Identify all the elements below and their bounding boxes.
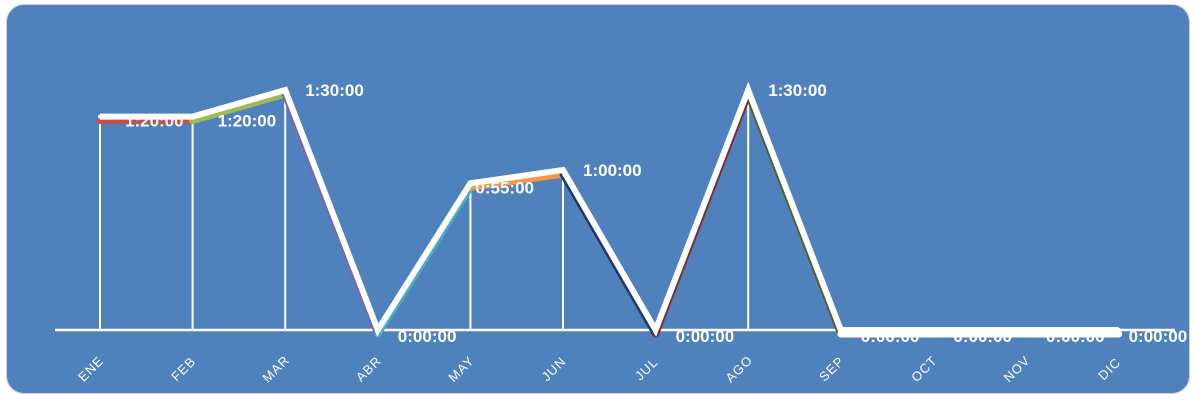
data-label-nov: 0:00:00: [1046, 327, 1105, 346]
x-tick-label-ene: ENE: [75, 353, 107, 385]
data-point-jun: [561, 168, 565, 172]
series-segment-may: [466, 170, 567, 191]
x-tick-label-oct: OCT: [908, 353, 940, 385]
data-point-oct: [931, 328, 936, 332]
data-point-dic: [1116, 328, 1121, 332]
data-label-may: 0:55:00: [475, 178, 534, 197]
data-label-abr: 0:00:00: [398, 327, 457, 346]
x-tick-label-mar: MAR: [259, 352, 292, 385]
data-label-sep: 0:00:00: [861, 327, 920, 346]
data-point-jul: [653, 328, 658, 332]
data-label-mar: 1:30:00: [305, 81, 364, 100]
data-label-feb: 1:20:00: [218, 112, 277, 131]
series-segment-feb: [189, 90, 289, 125]
data-point-may: [468, 181, 473, 186]
data-point-ago: [746, 88, 751, 92]
data-label-jul: 0:00:00: [676, 327, 735, 346]
data-point-feb: [190, 114, 195, 119]
data-label-ago: 1:30:00: [768, 81, 827, 100]
series-line: [100, 81, 1119, 337]
data-label-oct: 0:00:00: [953, 327, 1012, 346]
data-label-dic: 0:00:00: [1129, 327, 1188, 346]
data-label-ene: 1:20:00: [125, 112, 184, 131]
data-point-abr: [375, 328, 380, 332]
x-tick-label-abr: ABR: [353, 353, 385, 385]
x-tick-label-feb: FEB: [168, 354, 199, 385]
x-tick-label-dic: DIC: [1095, 355, 1124, 384]
x-tick-label-may: MAY: [445, 353, 477, 385]
data-label-jun: 1:00:00: [583, 161, 642, 180]
x-tick-label-sep: SEP: [816, 353, 847, 384]
x-tick-label-jul: JUL: [632, 354, 661, 383]
data-point-mar: [283, 88, 288, 92]
data-point-sep: [838, 328, 843, 332]
data-point-ene: [98, 114, 102, 119]
x-tick-label-jun: JUN: [539, 354, 570, 385]
data-point-nov: [1024, 328, 1028, 332]
x-tick-label-ago: AGO: [722, 352, 755, 385]
x-tick-label-nov: NOV: [1000, 352, 1033, 385]
